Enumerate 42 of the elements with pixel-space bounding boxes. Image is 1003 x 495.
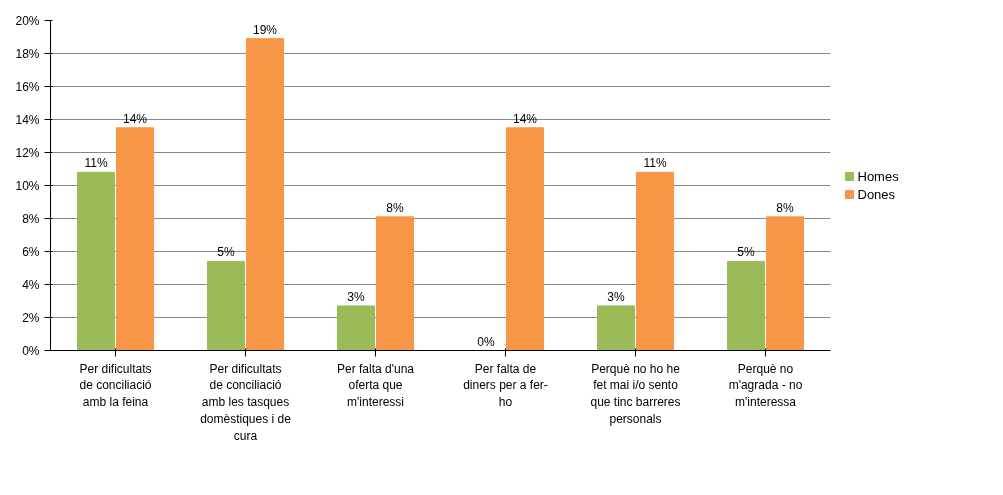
data-label: 14% (122, 111, 148, 126)
data-label: 19% (252, 22, 278, 37)
data-label: 8% (386, 200, 404, 215)
bar (336, 305, 376, 351)
bar (635, 171, 675, 351)
y-tick-label: 0% (22, 343, 40, 358)
bar (765, 216, 805, 351)
data-label: 3% (347, 289, 365, 304)
y-tick-label: 18% (15, 46, 40, 61)
data-label: 14% (512, 111, 538, 126)
x-tick-label: Per dificultats de conciliació amb les tasques domèstiques i de cura (200, 361, 292, 443)
bar (505, 127, 545, 351)
y-tick-label: 16% (15, 79, 40, 94)
data-label: 0% (477, 334, 495, 349)
data-label: 8% (776, 200, 794, 215)
bar (115, 127, 155, 351)
data-label: 3% (607, 289, 625, 304)
y-tick-label: 12% (15, 145, 40, 160)
x-tick-label: Perquè no ho he fet mai i/o sento que tinc barreres personals (590, 361, 681, 426)
x-tick-label: Per falta de diners per a fer-ho (463, 361, 548, 410)
y-tick-label: 2% (22, 310, 40, 325)
data-label: 11% (643, 156, 667, 171)
y-tick-label: 8% (22, 211, 40, 226)
bar (245, 38, 285, 351)
bar (726, 260, 766, 351)
data-label: 5% (737, 245, 755, 260)
y-tick-label: 6% (22, 244, 40, 259)
bar (76, 171, 116, 351)
x-tick-label: Per dificultats de conciliació amb la feina (79, 361, 152, 410)
bar (206, 260, 246, 351)
bar (375, 216, 415, 351)
x-tick-label: Per falta d'una oferta que m'interessi (337, 361, 415, 410)
bar (596, 305, 636, 351)
y-tick-label: 10% (15, 178, 40, 193)
y-tick-label: 20% (15, 13, 40, 28)
legend-label: Dones (857, 187, 896, 202)
legend-label: Homes (857, 169, 900, 184)
x-tick-label: Perquè no m'agrada - no m'interessa (728, 361, 803, 410)
data-label: 5% (217, 245, 235, 260)
y-tick-label: 4% (22, 277, 40, 292)
data-label: 11% (84, 156, 108, 171)
y-tick-label: 14% (15, 112, 40, 127)
